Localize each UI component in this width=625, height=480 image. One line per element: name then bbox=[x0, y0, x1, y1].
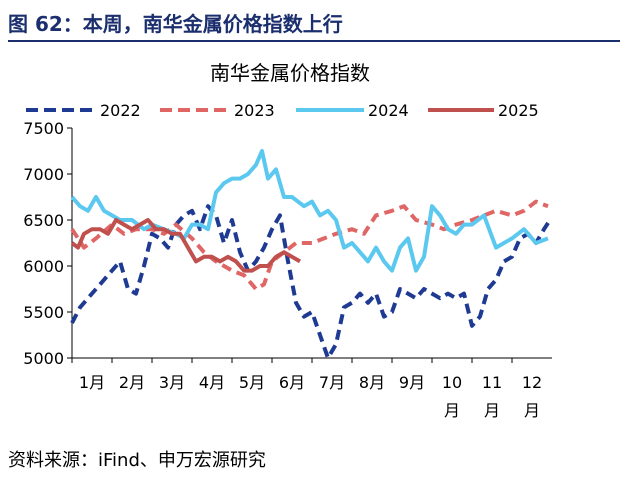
x-tick-label: 5月 bbox=[239, 373, 265, 392]
series-layer bbox=[70, 149, 552, 360]
x-tick-label: 7月 bbox=[319, 373, 345, 392]
x-tick-labels: 1月 2月 3月 4月 5月 6月 7月 8月 9月 10 月 11 月 12 月 bbox=[71, 358, 542, 420]
y-tick-label: 6000 bbox=[23, 257, 64, 276]
x-tick-label: 3月 bbox=[159, 373, 185, 392]
y-tick-label: 5500 bbox=[23, 303, 64, 322]
chart-legend: 2022 2023 2024 2025 bbox=[26, 101, 539, 120]
x-tick-label: 11 月 bbox=[482, 373, 502, 420]
x-tick-label: 10 月 bbox=[442, 373, 462, 420]
x-tick-label: 6月 bbox=[279, 373, 305, 392]
x-tick-label: 8月 bbox=[359, 373, 385, 392]
chart-axes bbox=[71, 128, 552, 359]
y-tick-label: 5000 bbox=[23, 349, 64, 368]
source-note: 资料来源：iFind、申万宏源研究 bbox=[8, 450, 266, 471]
chart-title: 南华金属价格指数 bbox=[210, 61, 370, 85]
series-line-2023 bbox=[70, 199, 549, 291]
series-line-2025 bbox=[70, 218, 301, 273]
x-tick-label: 9月 bbox=[399, 373, 425, 392]
legend-label-2022: 2022 bbox=[100, 101, 141, 120]
x-tick-label: 12 月 bbox=[522, 373, 542, 420]
y-tick-label: 7000 bbox=[23, 165, 64, 184]
series-line-2022 bbox=[70, 204, 552, 360]
series-line-2024 bbox=[70, 149, 549, 273]
legend-label-2023: 2023 bbox=[234, 101, 275, 120]
legend-label-2024: 2024 bbox=[368, 101, 409, 120]
x-tick-label: 2月 bbox=[119, 373, 145, 392]
y-tick-label: 6500 bbox=[23, 211, 64, 230]
title-divider bbox=[8, 40, 620, 42]
x-tick-label: 4月 bbox=[199, 373, 225, 392]
x-tick-label: 1月 bbox=[79, 373, 105, 392]
figure-title: 图 62：本周，南华金属价格指数上行 bbox=[8, 12, 343, 36]
y-tick-label: 7500 bbox=[23, 119, 64, 138]
y-tick-labels: 5000 5500 6000 6500 7000 7500 bbox=[23, 119, 72, 368]
line-chart: 南华金属价格指数 2022 2023 2024 2025 5000 5500 600… bbox=[23, 61, 552, 420]
legend-label-2025: 2025 bbox=[498, 101, 539, 120]
